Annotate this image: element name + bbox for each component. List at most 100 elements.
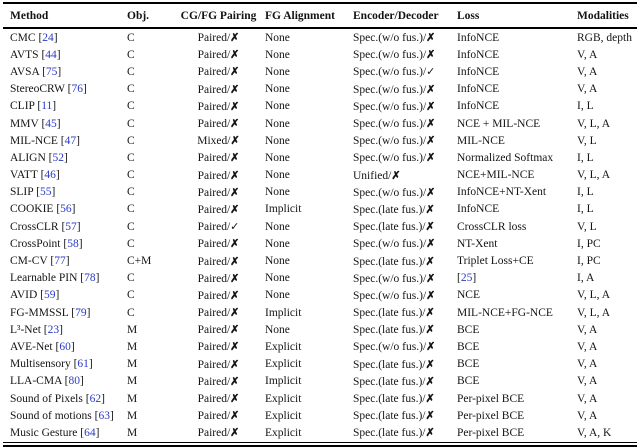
citation-link[interactable]: 59 [43, 289, 56, 302]
pairing-cell: Paired/✗ [197, 289, 240, 302]
check-mark-icon: ✓ [230, 221, 240, 234]
cross-mark-icon: ✗ [425, 427, 435, 440]
column-header-method: Method [3, 3, 127, 29]
method-cell: VATT [46] [10, 169, 60, 182]
citation-link[interactable]: 77 [54, 255, 66, 268]
encoder-decoder-cell: Spec.(late fus.)/✗ [353, 221, 435, 234]
citation-link[interactable]: 62 [89, 392, 102, 405]
objective-cell: C [127, 134, 135, 147]
citation-link[interactable]: 63 [98, 409, 111, 422]
citation-link[interactable]: 57 [65, 220, 77, 233]
table-row: FG-MMSSL [79] C Paired/✗ Implicit Spec.(late… [3, 304, 637, 321]
citation-link[interactable]: 80 [68, 375, 80, 388]
modalities-cell: I, PC [577, 237, 601, 250]
loss-cell: Triplet Loss+CE [457, 255, 534, 268]
bottom-rule [3, 444, 637, 447]
citation-link[interactable]: 79 [75, 306, 87, 319]
fg-alignment-cell: None [265, 323, 290, 336]
cross-mark-icon: ✗ [230, 255, 240, 268]
method-cell: Learnable PIN [78] [10, 272, 100, 285]
table-body: CMC [24] C Paired/✗ None Spec.(w/o fus.)/✗ In… [3, 28, 637, 442]
citation-link[interactable]: 46 [44, 169, 56, 182]
cross-mark-icon: ✗ [425, 393, 435, 406]
citation-link[interactable]: 55 [39, 186, 52, 199]
citation-link[interactable]: 75 [45, 65, 58, 78]
method-cell: MIL-NCE [47] [10, 134, 80, 147]
method-name: CM-CV [10, 255, 48, 268]
encoder-decoder-cell: Spec.(late fus.)/✗ [353, 375, 435, 388]
objective-cell: M [127, 340, 138, 353]
table-row: ALIGN [52] C Paired/✗ None Spec.(w/o fus.)/✗… [3, 149, 637, 166]
fg-alignment-cell: None [265, 100, 290, 113]
citation-link[interactable]: 44 [45, 48, 57, 61]
encoder-decoder-cell: Spec.(late fus.)/✗ [353, 358, 435, 371]
citation-link[interactable]: 52 [52, 151, 65, 164]
pairing-cell: Paired/✗ [197, 393, 240, 406]
encoder-decoder-cell: Spec.(w/o fus.)/✗ [353, 289, 436, 302]
method-cell: Sound of motions [63] [10, 409, 114, 422]
citation-link[interactable]: 11 [41, 100, 53, 113]
table-row: Music Gesture [64] M Paired/✗ Explicit Spec.… [3, 424, 637, 442]
cross-mark-icon: ✗ [230, 427, 240, 440]
cross-mark-icon: ✗ [230, 375, 240, 388]
encoder-decoder-cell: Spec.(late fus.)/✗ [353, 393, 435, 406]
cross-mark-icon: ✗ [230, 49, 240, 62]
fg-alignment-cell: None [265, 83, 290, 96]
modalities-cell: V, A [577, 323, 598, 336]
citation-link[interactable]: 56 [60, 203, 72, 216]
loss-cell: MIL-NCE [457, 134, 505, 147]
encoder-decoder-cell: Spec.(late fus.)/✗ [353, 427, 435, 440]
method-cell: CM-CV [77] [10, 255, 70, 268]
fg-alignment-cell: Implicit [265, 306, 302, 319]
citation-link[interactable]: 61 [77, 358, 89, 371]
fg-alignment-cell: None [265, 255, 290, 268]
table-row: Sound of Pixels [62] M Paired/✗ Explicit Spe… [3, 390, 637, 407]
citation-link[interactable]: 23 [47, 323, 60, 336]
encoder-decoder-cell: Spec.(w/o fus.)/✗ [353, 118, 436, 131]
cross-mark-icon: ✗ [426, 49, 436, 62]
citation-link[interactable]: 25 [460, 272, 473, 285]
table-row: AVID [59] C Paired/✗ None Spec.(w/o fus.)/✗ N… [3, 287, 637, 304]
pairing-cell: Paired/✗ [197, 375, 240, 388]
fg-alignment-cell: None [265, 289, 290, 302]
pairing-cell: Paired/✗ [197, 169, 240, 182]
method-cell: L³-Net [23] [10, 323, 63, 336]
citation-link[interactable]: 24 [42, 31, 54, 44]
objective-cell: M [127, 392, 138, 405]
citation-link[interactable]: 78 [84, 272, 96, 285]
method-name: VATT [10, 169, 38, 182]
cross-mark-icon: ✗ [230, 152, 240, 165]
pairing-cell: Paired/✗ [197, 410, 240, 423]
fg-alignment-cell: None [265, 117, 290, 130]
modalities-cell: V, L, A [577, 117, 611, 130]
citation-link[interactable]: 47 [64, 134, 77, 147]
encoder-decoder-cell: Spec.(w/o fus.)/✗ [353, 49, 436, 62]
pairing-cell: Paired/✗ [197, 83, 240, 96]
citation-link[interactable]: 76 [71, 83, 83, 96]
method-cell: Sound of Pixels [62] [10, 392, 105, 405]
pairing-cell: Paired/✗ [197, 341, 240, 354]
citation-link[interactable]: 64 [84, 426, 96, 439]
modalities-cell: V, A [577, 375, 598, 388]
method-name: Music Gesture [10, 426, 78, 439]
citation-link[interactable]: 58 [67, 237, 79, 250]
method-cell: ALIGN [52] [10, 151, 68, 164]
method-name: StereoCRW [10, 83, 65, 96]
cross-mark-icon: ✗ [425, 324, 435, 337]
modalities-cell: I, L [577, 100, 594, 113]
table-row: COOKIE [56] C Paired/✗ Implicit Spec.(late f… [3, 201, 637, 218]
objective-cell: C [127, 117, 135, 130]
cross-mark-icon: ✗ [426, 289, 436, 302]
table-header: Method Obj. CG/FG Pairing FG Alignment E… [3, 3, 637, 29]
column-header-encoder-decoder: Encoder/Decoder [353, 3, 457, 29]
pairing-cell: Paired/✗ [197, 118, 240, 131]
citation-link[interactable]: 45 [45, 117, 57, 130]
method-cell: MMV [45] [10, 117, 61, 130]
cross-mark-icon: ✗ [426, 135, 436, 148]
fg-alignment-cell: Explicit [265, 340, 302, 353]
modalities-cell: I, L [577, 203, 594, 216]
cross-mark-icon: ✗ [230, 169, 240, 182]
table-row: VATT [46] C Paired/✗ None Unified/✗ NCE+MIL-N… [3, 167, 637, 184]
citation-link[interactable]: 60 [59, 340, 71, 353]
loss-cell: NT-Xent [457, 237, 498, 250]
